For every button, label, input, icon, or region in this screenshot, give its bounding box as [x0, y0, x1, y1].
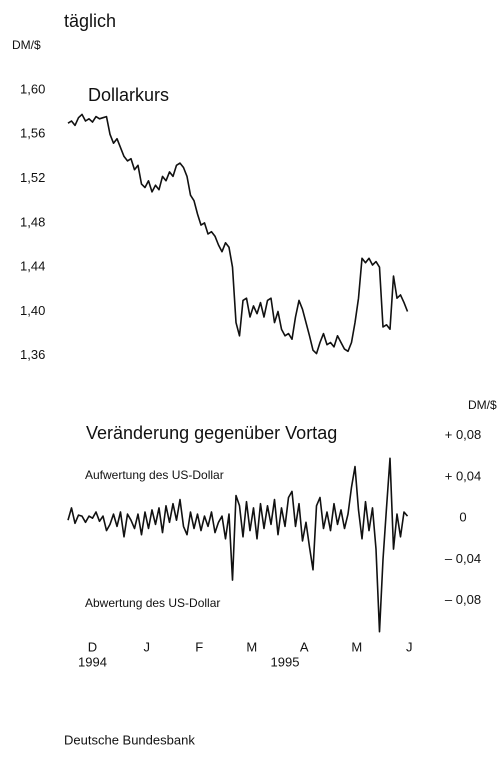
year-label: 1994 — [78, 654, 107, 669]
y-tick-label: 1,52 — [20, 170, 45, 185]
y-tick-label: + 0,08 — [445, 427, 482, 442]
data-line — [67, 113, 409, 355]
annotation: Abwertung des US-Dollar — [85, 596, 220, 610]
source: Deutsche Bundesbank — [64, 732, 195, 747]
y-tick-label: 1,40 — [20, 303, 45, 318]
year-label: 1995 — [271, 654, 300, 669]
y-tick-label: 1,44 — [20, 259, 45, 274]
x-tick-label: M — [246, 639, 257, 654]
y-tick-label: 1,56 — [20, 126, 45, 141]
y-tick-label: 1,36 — [20, 347, 45, 362]
y-tick-label: + 0,04 — [445, 468, 482, 483]
annotation: Aufwertung des US-Dollar — [85, 468, 224, 482]
x-tick-label: F — [195, 639, 203, 654]
x-tick-label: A — [300, 639, 309, 654]
header: täglich — [64, 11, 116, 31]
chart-title: Veränderung gegenüber Vortag — [86, 423, 337, 443]
y-tick-label: 0 — [459, 510, 466, 525]
chart-title: Dollarkurs — [88, 85, 169, 105]
x-tick-label: J — [406, 639, 413, 654]
x-tick-label: M — [351, 639, 362, 654]
y-axis-label: DM/$ — [468, 398, 497, 412]
y-tick-label: – 0,08 — [445, 592, 481, 607]
y-tick-label: 1,60 — [20, 81, 45, 96]
y-axis-label: DM/$ — [12, 38, 41, 52]
y-tick-label: 1,48 — [20, 214, 45, 229]
x-tick-label: D — [88, 639, 97, 654]
y-tick-label: – 0,04 — [445, 551, 481, 566]
x-tick-label: J — [144, 639, 151, 654]
data-line — [67, 457, 409, 633]
